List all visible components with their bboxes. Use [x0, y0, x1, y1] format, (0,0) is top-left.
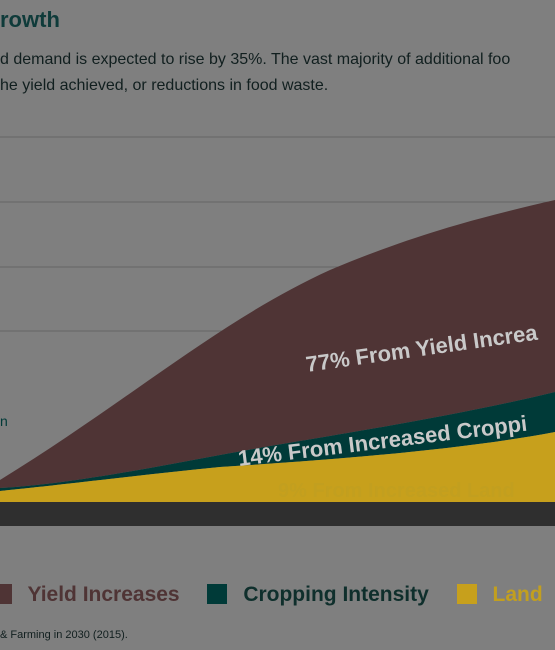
- legend-label-yield: Yield Increases: [27, 583, 180, 607]
- chart-subtitle-line-2: he yield achieved, or reductions in food…: [0, 77, 329, 94]
- cropping-intensity-area: [0, 392, 555, 491]
- chart-legend: Yield Increases Cropping Intensity Land: [0, 580, 555, 610]
- legend-label-land: Land: [492, 583, 543, 607]
- source-note: & Farming in 2030 (2015).: [0, 629, 128, 641]
- legend-swatch-yield: [0, 584, 12, 605]
- legend-swatch-land: [456, 584, 477, 605]
- legend-label-cropping: Cropping Intensity: [243, 583, 429, 607]
- land-area: [0, 432, 555, 502]
- left-clipped-label: n: [0, 413, 8, 429]
- chart-title: rowth: [0, 7, 60, 32]
- chart-base-band: [0, 502, 555, 526]
- legend-item-cropping: Cropping Intensity: [207, 580, 429, 610]
- legend-item-yield: Yield Increases: [0, 580, 180, 610]
- legend-swatch-cropping: [207, 584, 228, 605]
- land-share-label: 9% From Increased Land: [278, 480, 515, 502]
- yield-increases-area: [0, 200, 555, 488]
- chart-subtitle-line-1: d demand is expected to rise by 35%. The…: [0, 51, 511, 68]
- legend-item-land: Land: [456, 580, 543, 610]
